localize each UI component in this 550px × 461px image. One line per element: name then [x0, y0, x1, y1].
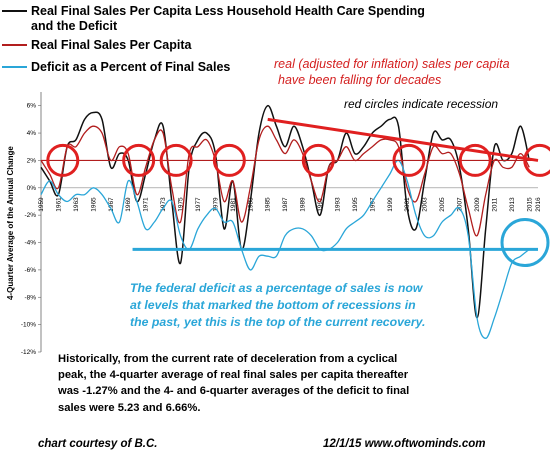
red-note-line2: have been falling for decades	[278, 73, 441, 87]
x-tick-label: 1961	[55, 197, 62, 212]
x-tick-label: 1969	[125, 197, 132, 212]
body-line4: sales were 5.23 and 6.66%.	[58, 402, 200, 414]
x-tick-label: 1981	[230, 197, 237, 212]
body-line1: Historically, from the current rate of d…	[58, 353, 397, 365]
y-tick-label: -8%	[24, 294, 36, 301]
legend-label-blue: Deficit as a Percent of Final Sales	[31, 60, 230, 74]
red-trend-line	[267, 117, 539, 162]
y-tick-label: -6%	[24, 267, 36, 274]
x-tick-label: 2016	[535, 197, 542, 212]
x-tick-label: 1987	[282, 197, 289, 212]
x-tick-label: 1977	[195, 197, 202, 212]
x-tick-label: 1959	[38, 197, 45, 212]
legend: Real Final Sales Per Capita Less Househo…	[2, 4, 425, 74]
y-tick-label: 6%	[27, 103, 37, 110]
x-tick-label: 1973	[160, 197, 167, 212]
body-line2: peak, the 4-quarter average of real fina…	[58, 369, 409, 381]
series-line-blue	[40, 159, 530, 339]
x-tick-label: 1985	[265, 197, 272, 212]
recession-circle	[458, 143, 492, 177]
footer-credit: chart courtesy of B.C.	[38, 438, 158, 450]
recession-circle	[122, 143, 156, 177]
recession-circle	[301, 143, 335, 177]
x-tick-label: 1997	[369, 197, 376, 212]
x-tick-label: 1971	[143, 197, 150, 212]
y-tick-label: -12%	[21, 349, 36, 356]
recession-circle	[523, 143, 550, 177]
y-tick-label: 4%	[27, 130, 37, 137]
x-tick-label: 2007	[457, 197, 464, 212]
x-tick-label: 1979	[212, 197, 219, 212]
x-tick-label: 2003	[422, 197, 429, 212]
x-tick-label: 2015	[526, 197, 533, 212]
blue-note-line1: The federal deficit as a percentage of s…	[130, 281, 424, 295]
x-tick-label: 2005	[439, 197, 446, 212]
x-tick-label: 1991	[317, 197, 324, 212]
footer-date-site: 12/1/15 www.oftwominds.com	[323, 438, 486, 450]
y-tick-label: -10%	[21, 322, 36, 329]
series-line-red	[40, 125, 530, 237]
x-tick-label: 1967	[108, 197, 115, 212]
recession-circle	[46, 143, 80, 177]
x-tick-label: 1995	[352, 197, 359, 212]
x-ticks: 1959 1961 1963 1965 1967 1969 1971 1973 1975 1977…	[38, 197, 542, 212]
x-tick-label: 2009	[474, 197, 481, 212]
x-tick-label: 1999	[387, 197, 394, 212]
x-tick-label: 2013	[509, 197, 516, 212]
x-tick-label: 1989	[300, 197, 307, 212]
y-tick-label: 0%	[27, 185, 37, 192]
red-note-line1: real (adjusted for inflation) sales per …	[274, 57, 510, 71]
x-tick-label: 1963	[73, 197, 80, 212]
recession-circle	[212, 143, 246, 177]
circles-note: red circles indicate recession	[344, 97, 498, 111]
x-tick-label: 1975	[178, 197, 185, 212]
x-tick-label: 1965	[90, 197, 97, 212]
blue-circle	[500, 218, 550, 268]
x-tick-label: 2001	[404, 197, 411, 212]
body-line3: was -1.27% and the 4- and 6-quarter aver…	[57, 385, 409, 397]
recession-circle	[159, 143, 193, 177]
y-ticks: -12% -10% -8% -6% -4% -2% 0% 2% 4% 6%	[21, 103, 41, 356]
legend-label-black-line2: and the Deficit	[31, 19, 118, 33]
blue-note-line2: at levels that marked the bottom of rece…	[130, 298, 416, 312]
x-tick-label: 1993	[334, 197, 341, 212]
y-axis-label: 4-Quarter Average of the Annual Change	[6, 146, 15, 300]
blue-note-line3: the past, yet this is the top of the cur…	[130, 315, 425, 329]
y-tick-label: -2%	[24, 212, 36, 219]
legend-label-red: Real Final Sales Per Capita	[31, 38, 193, 52]
legend-label-black: Real Final Sales Per Capita Less Househo…	[31, 4, 425, 18]
annotation-layer	[41, 117, 550, 268]
recession-circle	[392, 143, 426, 177]
y-tick-label: -4%	[24, 240, 36, 247]
y-tick-label: 2%	[27, 157, 37, 164]
x-tick-label: 1983	[247, 197, 254, 212]
x-tick-label: 2011	[491, 197, 498, 211]
